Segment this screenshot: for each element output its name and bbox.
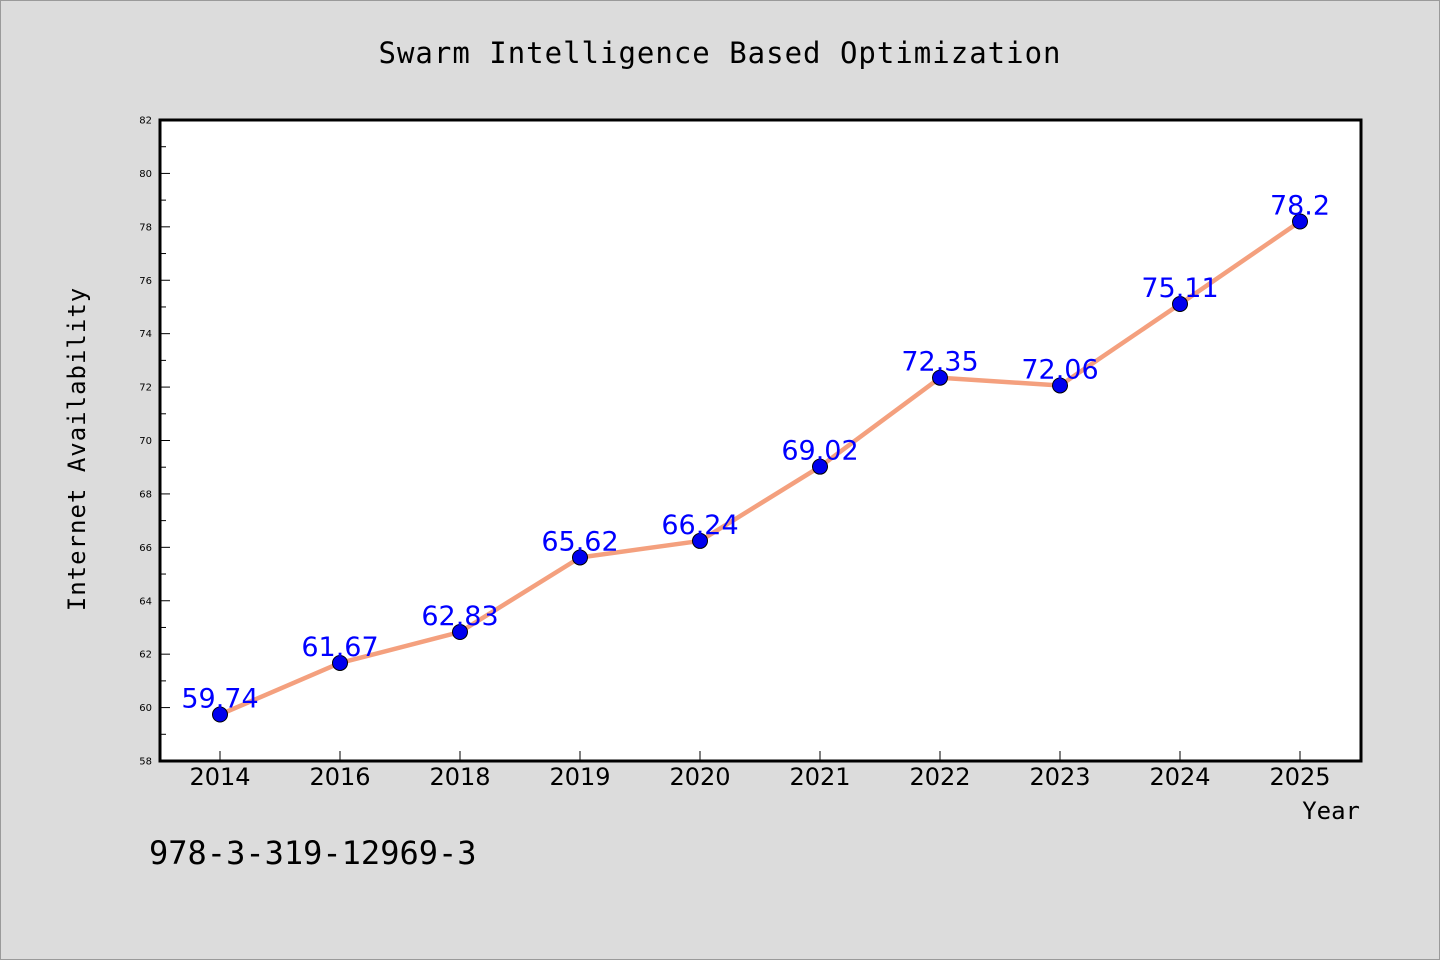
data-point — [212, 706, 228, 723]
data-point — [1172, 296, 1188, 313]
data-label: 69.02 — [781, 436, 858, 467]
chart-title: Swarm Intelligence Based Optimization — [378, 36, 1061, 70]
data-point — [332, 654, 348, 671]
y-tick-label: 66 — [139, 543, 152, 554]
y-tick-label: 72 — [139, 383, 152, 394]
y-tick-label: 80 — [139, 169, 152, 180]
data-label: 62.83 — [421, 601, 498, 632]
y-tick-label: 64 — [139, 596, 152, 607]
y-tick-label: 62 — [139, 650, 152, 661]
x-tick-label: 2025 — [1269, 763, 1330, 791]
x-axis-ticks: 2014 2016 2018 2019 2020 2021 2022 2023 2024 2025 — [189, 751, 1331, 791]
x-tick-label: 2024 — [1149, 763, 1210, 791]
series-line — [219, 219, 1302, 717]
x-tick-label: 2016 — [309, 763, 370, 791]
x-tick-label: 2020 — [669, 763, 730, 791]
y-tick-label: 68 — [139, 489, 152, 500]
data-point — [932, 369, 948, 386]
data-label: 78.2 — [1270, 190, 1330, 221]
x-axis-label: Year — [1302, 797, 1360, 825]
x-tick-label: 2022 — [909, 763, 970, 791]
y-tick-label: 60 — [139, 703, 152, 714]
data-label: 72.06 — [1021, 354, 1098, 385]
x-tick-label: 2014 — [189, 763, 250, 791]
data-point — [572, 549, 588, 566]
x-tick-label: 2023 — [1029, 763, 1090, 791]
y-tick-label: 74 — [139, 329, 152, 340]
x-tick-label: 2019 — [549, 763, 610, 791]
data-point — [812, 458, 828, 475]
x-tick-label: 2018 — [429, 763, 490, 791]
y-tick-label: 78 — [139, 222, 152, 233]
isbn-footnote: 978-3-319-12969-3 — [149, 834, 477, 872]
data-label: 61.67 — [301, 632, 378, 663]
data-point — [1292, 213, 1308, 230]
x-tick-label: 2021 — [789, 763, 850, 791]
data-point — [1052, 377, 1068, 394]
y-axis-label: Internet Availability — [63, 287, 91, 611]
data-label: 66.24 — [661, 510, 738, 541]
data-points — [212, 213, 1308, 723]
data-labels: 59.74 61.67 62.83 65.62 66.24 69.02 72.35 72.06… — [181, 190, 1330, 714]
y-axis-ticks: 58 60 62 64 66 68 70 72 74 76 78 80 82 — [139, 116, 170, 768]
plot-area — [158, 118, 1363, 763]
data-point — [692, 532, 708, 549]
y-tick-label: 70 — [139, 436, 152, 447]
data-label: 65.62 — [541, 526, 618, 557]
data-point — [452, 623, 468, 640]
data-label: 75.11 — [1141, 273, 1218, 304]
y-tick-label: 82 — [139, 116, 152, 127]
data-label: 72.35 — [901, 347, 978, 378]
y-tick-label: 58 — [139, 757, 152, 768]
data-label: 59.74 — [181, 684, 258, 715]
y-tick-label: 76 — [139, 276, 152, 287]
